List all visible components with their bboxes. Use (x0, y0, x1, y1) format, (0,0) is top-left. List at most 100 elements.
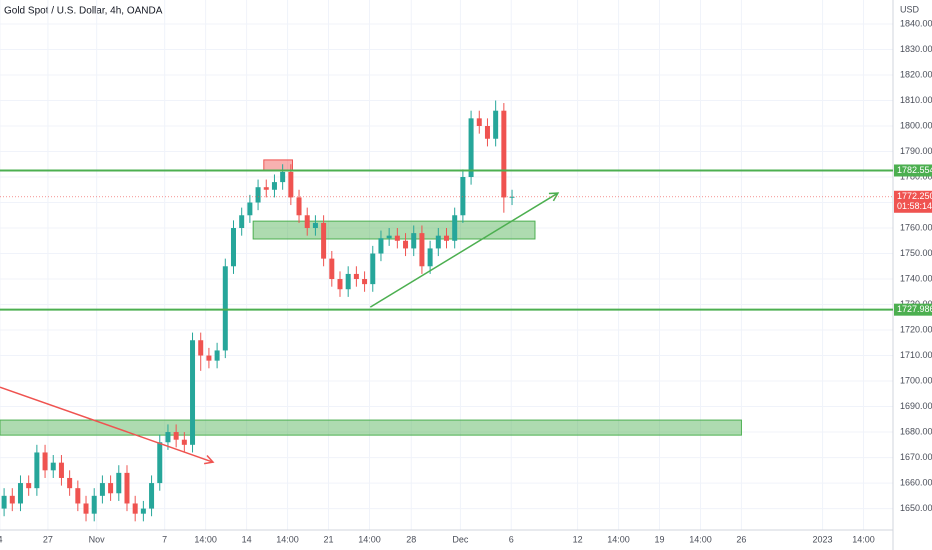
candle-body (222, 266, 228, 351)
candle-body (353, 273, 359, 280)
level-label: 1782.554 (897, 165, 932, 175)
candle-body (50, 462, 56, 471)
candle-body (304, 215, 310, 229)
candle-body (468, 118, 474, 178)
last-price-label: 1772.250 (897, 191, 932, 201)
x-tick-label: 14:00 (689, 534, 712, 544)
level-label-bg (894, 164, 932, 177)
candle-body (312, 222, 318, 229)
x-tick-label: 14 (242, 534, 252, 544)
y-tick-label: 1840.000 (900, 18, 932, 28)
y-tick-label: 1820.000 (900, 69, 932, 79)
x-tick-label: 4 (0, 534, 3, 544)
y-tick-label: 1830.000 (900, 44, 932, 54)
level-label-bg (894, 303, 932, 316)
candle-body (427, 248, 433, 267)
arrow-head (548, 192, 560, 202)
candle-body (67, 477, 73, 489)
candle-body (296, 197, 302, 216)
candle-body (34, 452, 40, 489)
zone (252, 220, 536, 240)
x-tick-label: 12 (573, 534, 583, 544)
candle-body (411, 233, 417, 249)
x-tick-label: 14:00 (607, 534, 630, 544)
candle-body (329, 258, 335, 280)
candle-body (321, 222, 327, 259)
x-tick-label: 28 (406, 534, 416, 544)
candle-body (108, 483, 114, 494)
candle-body (419, 233, 425, 267)
candle-body (255, 187, 261, 203)
x-tick-label: 14:00 (358, 534, 381, 544)
candle-body (42, 452, 48, 471)
candle-body (386, 235, 392, 239)
y-tick-label: 1680.000 (900, 426, 932, 436)
candle-body (288, 171, 294, 198)
candle-body (26, 483, 32, 489)
candle-body (75, 488, 81, 504)
y-tick-label: 1720.000 (900, 324, 932, 334)
x-tick-label: Dec (452, 534, 469, 544)
candle-body (435, 235, 441, 249)
trendline (0, 386, 214, 463)
candle-body (214, 350, 220, 361)
candle-body (345, 273, 351, 290)
arrow-head (204, 454, 215, 465)
y-tick-label: 1760.000 (900, 222, 932, 232)
level-label: 1727.986 (897, 304, 932, 314)
candle-body (271, 182, 277, 190)
candle-body (181, 439, 187, 445)
candle-body (132, 503, 138, 514)
candle-body (149, 483, 155, 509)
y-tick-label: 1650.000 (900, 503, 932, 513)
y-tick-label: 1800.000 (900, 120, 932, 130)
x-tick-label: 14:00 (852, 534, 875, 544)
y-tick-label: 1810.000 (900, 95, 932, 105)
candle-body (1, 495, 7, 509)
trendline (369, 192, 559, 308)
candle-body (230, 228, 236, 267)
candle-body (91, 495, 97, 514)
candle-body (173, 432, 179, 440)
x-tick-label: 21 (324, 534, 334, 544)
candle-body (165, 432, 171, 443)
candle-body (493, 110, 499, 139)
y-tick-label: 1710.000 (900, 350, 932, 360)
chart-title: Gold Spot / U.S. Dollar, 4h, OANDA (4, 6, 163, 17)
candle-body (9, 495, 15, 504)
candle-body (206, 355, 212, 361)
candle-body (280, 171, 286, 183)
candle-body (484, 125, 490, 139)
candle-body (501, 110, 507, 198)
candle-body (337, 279, 343, 290)
candle-body (190, 340, 196, 445)
candle-body (460, 177, 466, 216)
candle-body (444, 235, 449, 241)
candle-body (247, 202, 253, 216)
x-tick-label: 7 (162, 534, 167, 544)
x-tick-label: 26 (736, 534, 746, 544)
y-tick-label: 1660.000 (900, 477, 932, 487)
x-tick-label: Nov (89, 534, 106, 544)
candle-body (140, 508, 146, 514)
last-price-bg (894, 190, 932, 213)
x-tick-label: 6 (509, 534, 514, 544)
zone (0, 419, 742, 436)
candle-body (403, 240, 409, 249)
y-tick-label: 1790.000 (900, 146, 932, 156)
x-tick-label: 27 (43, 534, 53, 544)
x-tick-label: 14:00 (194, 534, 217, 544)
x-tick-label: 2023 (813, 534, 833, 544)
candle-body (17, 483, 23, 504)
y-tick-label: 1670.000 (900, 452, 932, 462)
y-tick-label: 1740.000 (900, 273, 932, 283)
candle-body (362, 279, 368, 285)
candle-body (116, 472, 122, 494)
axis-unit: USD (900, 4, 920, 14)
candle-body (452, 215, 458, 241)
x-tick-label: 14:00 (276, 534, 299, 544)
candle-body (370, 253, 376, 285)
candle-body (394, 235, 400, 241)
y-tick-label: 1750.000 (900, 248, 932, 258)
